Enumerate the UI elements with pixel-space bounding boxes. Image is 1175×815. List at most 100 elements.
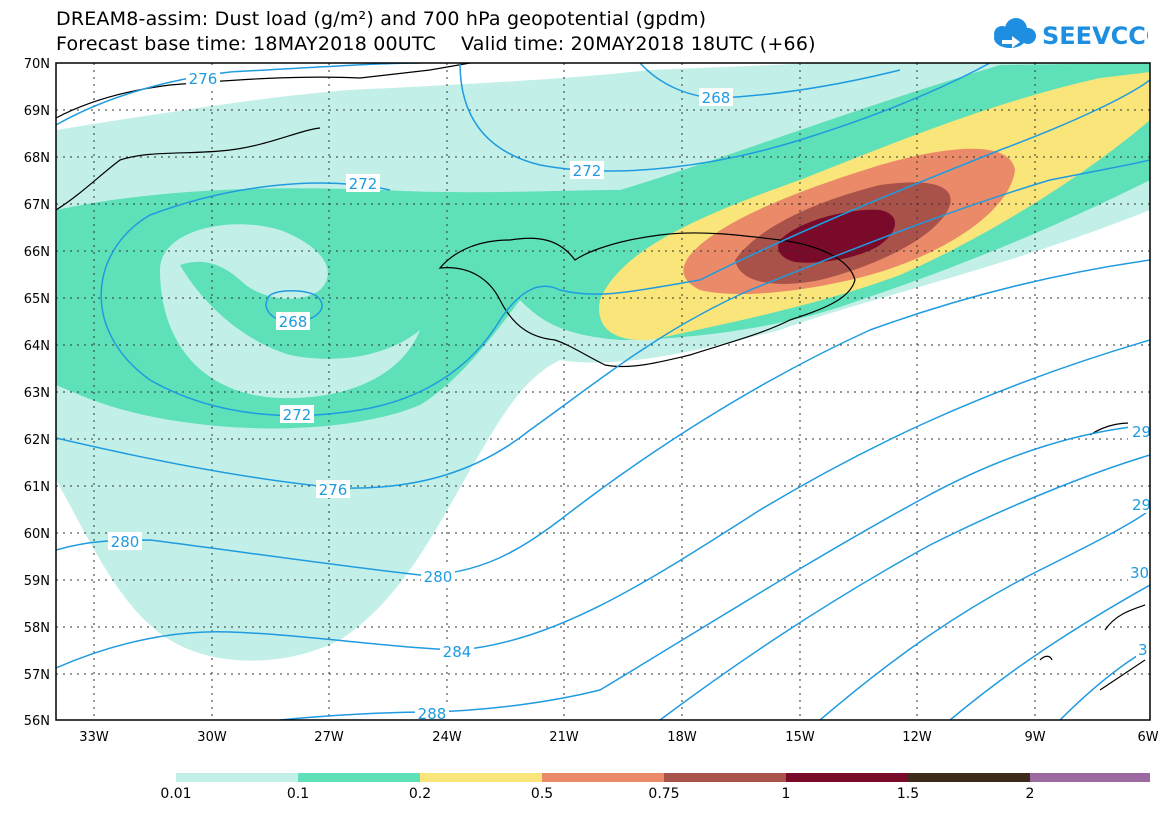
contour-label: 3 (1136, 640, 1150, 659)
lat-label: 60N (24, 527, 50, 542)
contour-label: 280 (421, 567, 455, 586)
svg-text:268: 268 (702, 89, 731, 107)
contour-label: 284 (440, 642, 474, 661)
lon-label: 27W (314, 730, 344, 745)
contour-label: 288 (415, 704, 449, 723)
lat-label: 69N (24, 104, 50, 119)
legend-label: 1.5 (896, 786, 920, 802)
svg-text:280: 280 (111, 533, 140, 551)
contour-276-south (56, 159, 1150, 489)
contour-300 (949, 584, 1150, 720)
svg-text:280: 280 (424, 568, 453, 586)
svg-text:288: 288 (418, 705, 447, 723)
lon-label: 24W (432, 730, 462, 745)
legend-swatch (1030, 773, 1150, 782)
scotland-coast (1039, 604, 1146, 691)
svg-text:29: 29 (1132, 496, 1151, 514)
dust-swirl-inner (160, 224, 420, 399)
contour-label: 268 (699, 88, 733, 107)
contour-label: 268 (276, 312, 310, 331)
legend-swatch (420, 773, 542, 782)
contour-288 (279, 424, 1150, 720)
legend-swatch (786, 773, 908, 782)
map-subtitle: Forecast base time: 18MAY2018 00UTC Vali… (56, 33, 816, 55)
lon-label: 21W (549, 730, 579, 745)
lon-label: 15W (785, 730, 815, 745)
contour-272-north (459, 63, 991, 172)
dust-map: 276 268 272 272 268 272 276 280 280 284 … (24, 57, 1159, 745)
legend-label: 0.75 (648, 786, 680, 802)
contour-272-ring (100, 79, 1150, 417)
cloud-icon (994, 18, 1036, 48)
latitude-axis: 70N 69N 68N 67N 66N 65N 64N 63N 62N 61N … (24, 57, 50, 729)
svg-text:272: 272 (349, 175, 378, 193)
legend-swatch (298, 773, 420, 782)
contour-label: 280 (108, 532, 142, 551)
lat-label: 61N (24, 480, 50, 495)
svg-text:30: 30 (1130, 564, 1149, 582)
contour-292 (659, 454, 1150, 720)
contour-276-north (56, 63, 421, 126)
legend-swatch (908, 773, 1030, 782)
lat-label: 67N (24, 198, 50, 213)
contour-label: 30 (1128, 563, 1150, 582)
legend-swatch (542, 773, 664, 782)
longitude-axis: 33W 30W 27W 24W 21W 18W 15W 12W 9W 6W (79, 730, 1158, 745)
lon-label: 9W (1024, 730, 1045, 745)
map-title: DREAM8-assim: Dust load (g/m²) and 700 h… (56, 8, 707, 30)
contour-label: 276 (316, 480, 350, 499)
svg-text:284: 284 (443, 643, 472, 661)
lat-label: 64N (24, 339, 50, 354)
legend-label: 0.1 (286, 786, 310, 802)
iceland-coast (438, 232, 856, 368)
svg-text:276: 276 (189, 70, 218, 88)
dust-level-1 (778, 209, 895, 263)
legend-label: 1 (781, 786, 791, 802)
lat-label: 63N (24, 386, 50, 401)
svg-text:272: 272 (573, 162, 602, 180)
seevccc-logo: SEEVCCC (994, 18, 1148, 50)
lat-label: 65N (24, 292, 50, 307)
contour-label: 29 (1128, 422, 1151, 441)
lon-label: 6W (1137, 730, 1158, 745)
contour-label: 272 (280, 405, 314, 424)
lon-label: 33W (79, 730, 109, 745)
lat-label: 70N (24, 57, 50, 72)
svg-text:276: 276 (319, 481, 348, 499)
legend-swatch (176, 773, 298, 782)
contour-label: 276 (186, 69, 220, 88)
lat-label: 59N (24, 574, 50, 589)
lat-label: 56N (24, 714, 50, 729)
legend-label: 2 (1025, 786, 1035, 802)
contour-label: 272 (346, 174, 380, 193)
legend-label: 0.5 (530, 786, 554, 802)
contour-label: 272 (570, 161, 604, 180)
map-frame (55, 62, 1151, 721)
lat-label: 58N (24, 621, 50, 636)
contour-label: 29 (1128, 495, 1151, 514)
svg-text:3: 3 (1138, 641, 1148, 659)
lat-label: 66N (24, 245, 50, 260)
color-legend (176, 773, 1150, 782)
lon-label: 18W (667, 730, 697, 745)
contour-284 (56, 339, 1150, 669)
svg-text:268: 268 (279, 313, 308, 331)
lon-label: 12W (902, 730, 932, 745)
legend-label: 0.2 (408, 786, 432, 802)
contour-280 (56, 259, 1150, 576)
legend-label: 0.01 (160, 786, 192, 802)
contour-296 (819, 509, 1150, 720)
legend-swatch (664, 773, 786, 782)
svg-text:29: 29 (1132, 423, 1151, 441)
contour-labels: 276 268 272 272 268 272 276 280 280 284 … (108, 69, 1151, 723)
geopotential-contours (56, 63, 1150, 720)
map-field: 276 268 272 272 268 272 276 280 280 284 … (56, 63, 1151, 723)
lon-label: 30W (197, 730, 227, 745)
lat-label: 62N (24, 433, 50, 448)
lat-label: 57N (24, 668, 50, 683)
grid (56, 63, 1150, 720)
lat-label: 68N (24, 151, 50, 166)
logo-text: SEEVCCC (1042, 22, 1148, 50)
contour-268-ring (265, 290, 323, 323)
svg-text:272: 272 (283, 406, 312, 424)
